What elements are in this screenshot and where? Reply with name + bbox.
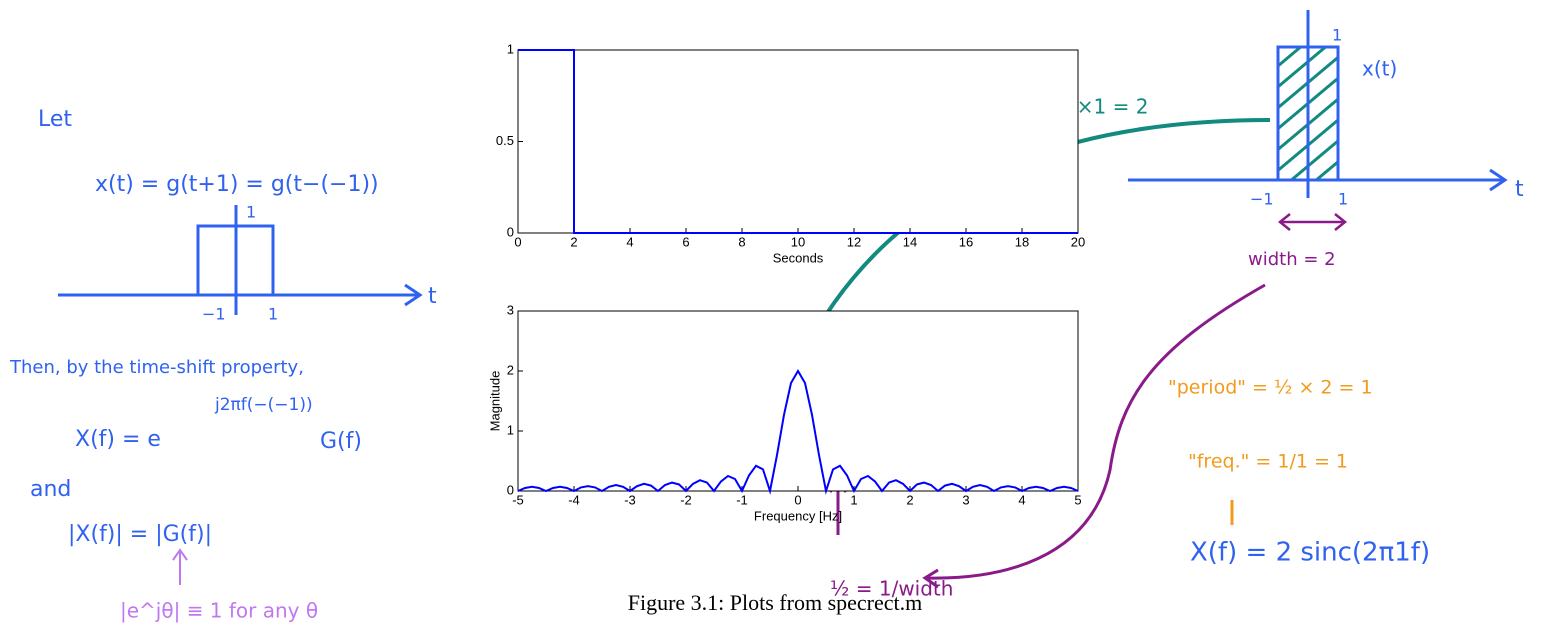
y-tick-label: 1 [507,422,514,437]
note: X(f) = e [75,427,161,452]
purple-arrow [924,283,1266,580]
note: 1 [268,305,278,324]
y-axis-label: Magnitude [487,371,502,432]
x-tick-label: 0 [514,234,521,249]
x-tick-label: 12 [847,234,861,249]
note: 1 [1338,190,1348,209]
right-axes [1128,10,1508,198]
y-tick-label: 2 [507,362,514,377]
data-line [518,49,1078,234]
x-tick-label: 20 [1071,234,1085,249]
x-tick-label: -2 [680,492,692,507]
note: |e^jθ| ≡ 1 for any θ [120,599,318,623]
note: Let [38,107,72,132]
y-tick-label: 1 [507,41,514,56]
x-tick-label: 1 [850,492,857,507]
x-tick-label: 3 [962,492,969,507]
y-tick-label: 0.5 [496,133,514,148]
chart: -5 -4 -3 -2 -1 0 1 2 3 4 5 0 1 2 3 Frequency [Hz] Magnit… [487,302,1081,523]
note: x(t) = g(t+1) = g(t−(−1)) [95,172,379,197]
x-tick-label: -1 [736,492,748,507]
note: "freq." = 1/1 = 1 [1188,451,1348,473]
purple-arrowhead [922,568,939,589]
caption: Figure 3.1: Plots from specrect.m [628,590,923,615]
x-tick-label: 8 [738,234,745,249]
x-tick-label: 6 [682,234,689,249]
note: |X(f)| = |G(f)| [68,522,212,547]
y-tick-label: 0 [507,482,514,497]
x-tick-label: -4 [568,492,580,507]
x-axis-label: Frequency [Hz] [754,508,842,523]
note: x(t) [1362,57,1397,81]
plot-area [517,310,1079,492]
lilac-arrow [172,548,188,585]
chart: 0 2 4 6 8 10 12 14 16 18 20 0 0.5 1 Seconds [496,41,1085,265]
note: X(f) = 2 sinc(2π1f) [1190,538,1430,568]
note: "period" = ½ × 2 = 1 [1168,377,1373,399]
note: j2πf(−(−1)) [214,395,313,415]
x-axis-label: Seconds [773,250,824,265]
note: t [1515,177,1524,202]
plot-area [517,49,1079,234]
x-tick-label: 16 [959,234,973,249]
y-tick-label: 0 [507,224,514,239]
x-tick-label: 10 [791,234,805,249]
note: width = 2 [1248,249,1336,270]
note: t [428,284,437,309]
x-tick-label: 5 [1074,492,1081,507]
data-line [517,369,1079,495]
note: G(f) [320,429,362,454]
note: ½ = 1/width [830,577,953,601]
y-tick-label: 3 [507,302,514,317]
note: Then, by the time-shift property, [9,357,304,378]
left-sketch [58,205,423,315]
x-tick-label: 4 [1018,492,1025,507]
x-tick-label: 4 [626,234,633,249]
x-tick-label: -5 [512,492,524,507]
width-arrow [1277,213,1348,231]
x-tick-label: 2 [906,492,913,507]
note: and [30,477,71,502]
x-tick-label: 0 [794,492,801,507]
note: 1 [1332,26,1342,45]
x-tick-label: 18 [1015,234,1029,249]
note: −1 [1250,190,1274,209]
x-tick-label: 14 [903,234,917,249]
note: −1 [202,305,226,324]
note: 1 [246,203,256,222]
x-tick-label: -3 [624,492,636,507]
x-tick-label: 2 [570,234,577,249]
